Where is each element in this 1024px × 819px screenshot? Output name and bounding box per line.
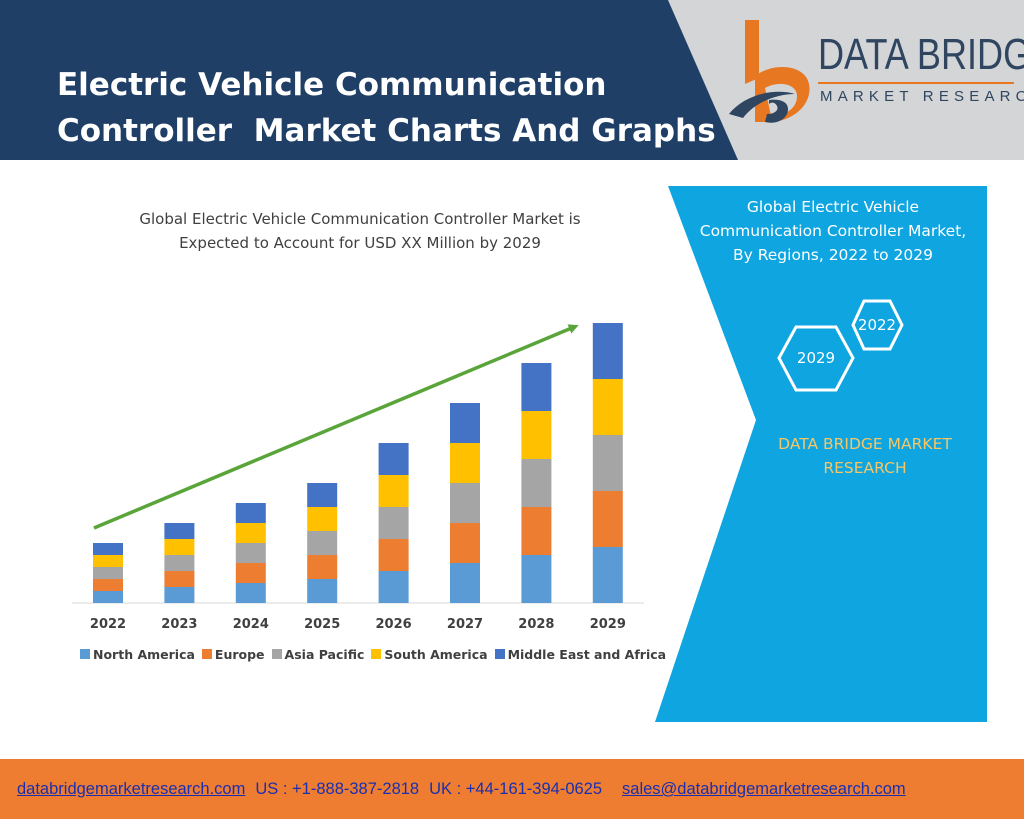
bar-segment-2025-north-america — [307, 579, 338, 603]
website-link[interactable]: databridgemarketresearch.com — [17, 780, 246, 798]
info-panel-heading-line3: By Regions, 2022 to 2029 — [732, 246, 934, 264]
info-panel-brand-line1: DATA BRIDGE MARKET — [778, 435, 952, 453]
x-tick-label: 2022 — [90, 617, 126, 632]
bar-segment-2024-north-america — [235, 583, 266, 603]
legend-label: Europe — [214, 646, 265, 662]
hexagon-icon — [777, 325, 855, 392]
bar-segment-2023-south-america — [164, 539, 195, 555]
bar-segment-2022-south-america — [93, 555, 123, 567]
bar-segment-2024-asia-pacific — [235, 543, 266, 563]
brand-subtitle: MARKET RESEARCH — [820, 88, 1024, 105]
info-panel-heading: Global Electric Vehicle Communication Co… — [688, 195, 978, 267]
header-logo-area — [668, 0, 1024, 160]
info-panel-background — [655, 186, 987, 722]
legend-swatch — [494, 649, 505, 659]
bar-segment-2025-south-america — [307, 507, 338, 531]
bar-segment-2027-asia-pacific — [450, 483, 480, 523]
brand-divider — [818, 82, 1014, 84]
bar-segment-2024-europe — [235, 563, 266, 583]
bar-segment-2024-middle-east-and-africa — [235, 503, 266, 523]
x-tick-label: 2026 — [376, 617, 412, 632]
bar-segment-2023-middle-east-and-africa — [164, 523, 195, 539]
x-tick-layer: 2022 2023 2024 2025 2026 2027 2028 2029 — [90, 617, 626, 632]
bar-segment-2027-europe — [450, 523, 480, 563]
bar-segment-2029-middle-east-and-africa — [592, 323, 623, 379]
footer-contact: databridgemarketresearch.com US : +1-888-… — [17, 780, 906, 799]
bar-segment-2023-north-america — [164, 587, 195, 603]
info-panel-brand: DATA BRIDGE MARKET RESEARCH — [760, 432, 970, 480]
bar-segment-2028-south-america — [521, 411, 552, 459]
bar-segment-2028-north-america — [521, 555, 552, 603]
info-panel-brand-line2: RESEARCH — [823, 459, 907, 477]
legend-item: Asia Pacific — [271, 646, 365, 662]
bar-segment-2029-asia-pacific — [592, 435, 623, 491]
bar-segment-2023-asia-pacific — [164, 555, 195, 571]
bar-segment-2025-asia-pacific — [307, 531, 338, 555]
data-bridge-logo-icon — [725, 18, 825, 138]
bar-segment-2022-north-america — [93, 591, 123, 603]
bar-segment-2027-south-america — [450, 443, 480, 483]
bar-segment-2026-south-america — [378, 475, 409, 507]
x-tick-label: 2023 — [161, 617, 197, 632]
bar-segment-2028-middle-east-and-africa — [521, 363, 552, 411]
bar-segment-2024-south-america — [235, 523, 266, 543]
legend-label: Asia Pacific — [284, 646, 365, 662]
footer-bar — [0, 759, 1024, 819]
legend-label: South America — [384, 646, 488, 662]
legend-item: North America — [80, 647, 195, 662]
legend-swatch — [371, 649, 382, 659]
bar-segment-2028-europe — [521, 507, 552, 555]
bar-segment-2025-middle-east-and-africa — [307, 483, 338, 507]
x-tick-label: 2028 — [518, 617, 554, 632]
bar-segment-2026-europe — [378, 539, 409, 571]
bar-segment-2029-south-america — [592, 379, 623, 435]
bar-segment-2022-europe — [93, 579, 123, 591]
hex-year-label-a: 2022 — [857, 316, 897, 334]
info-panel-heading-line2: Communication Controller Market, — [699, 222, 967, 240]
bar-segment-2022-asia-pacific — [93, 567, 123, 579]
legend-label: Middle East and Africa — [507, 646, 667, 662]
bar-segment-2026-middle-east-and-africa — [378, 443, 409, 475]
bar-segment-2027-north-america — [450, 563, 480, 603]
chart-title-line1: Global Electric Vehicle Communication Co… — [139, 210, 581, 228]
bar-segment-2022-middle-east-and-africa — [93, 543, 123, 555]
bar-segment-2029-europe — [592, 491, 623, 547]
chart-title: Global Electric Vehicle Communication Co… — [100, 207, 620, 255]
uk-phone: UK : +44-161-394-0625 — [429, 780, 603, 798]
legend-item: Middle East and Africa — [494, 646, 667, 662]
email-link[interactable]: sales@databridgemarketresearch.com — [622, 780, 906, 798]
x-tick-label: 2029 — [590, 617, 626, 632]
x-tick-label: 2025 — [304, 617, 340, 632]
trend-arrow — [93, 324, 579, 530]
bar-segment-2027-middle-east-and-africa — [450, 403, 480, 443]
us-phone: US : +1-888-387-2818 — [255, 780, 420, 798]
legend-label: North America — [93, 646, 195, 662]
chart-legend: North America Europe Asia Pacific South Ame… — [80, 645, 673, 663]
chart-canvas: 2022 2023 2024 2025 2026 2027 2028 2029 — [72, 186, 987, 722]
brand-name: DATA BRIDGE — [818, 30, 1024, 79]
legend-swatch — [80, 649, 90, 659]
x-tick-label: 2027 — [447, 617, 483, 632]
page-title-line2: Controller Market Charts And Graphs — [57, 113, 716, 149]
legend-swatch — [201, 649, 212, 659]
x-tick-label: 2024 — [233, 617, 269, 632]
bar-segment-2023-europe — [164, 571, 195, 587]
bar-segment-2026-asia-pacific — [378, 507, 409, 539]
legend-swatch — [271, 649, 282, 659]
info-panel-heading-line1: Global Electric Vehicle — [746, 198, 920, 216]
bar-segment-2025-europe — [307, 555, 338, 579]
bar-segment-2026-north-america — [378, 571, 409, 603]
legend-item: South America — [371, 646, 488, 662]
hex-year-label-b: 2029 — [796, 349, 836, 367]
bar-segment-2028-asia-pacific — [521, 459, 552, 507]
hexagon-icon — [851, 299, 904, 351]
legend-item: Europe — [201, 646, 265, 662]
page-title-line1: Electric Vehicle Communication — [57, 67, 607, 103]
bar-segment-2029-north-america — [592, 547, 623, 603]
page-title: Electric Vehicle Communication Controlle… — [57, 62, 716, 154]
chart-title-line2: Expected to Account for USD XX Million b… — [179, 234, 541, 252]
bars-layer — [93, 323, 623, 603]
